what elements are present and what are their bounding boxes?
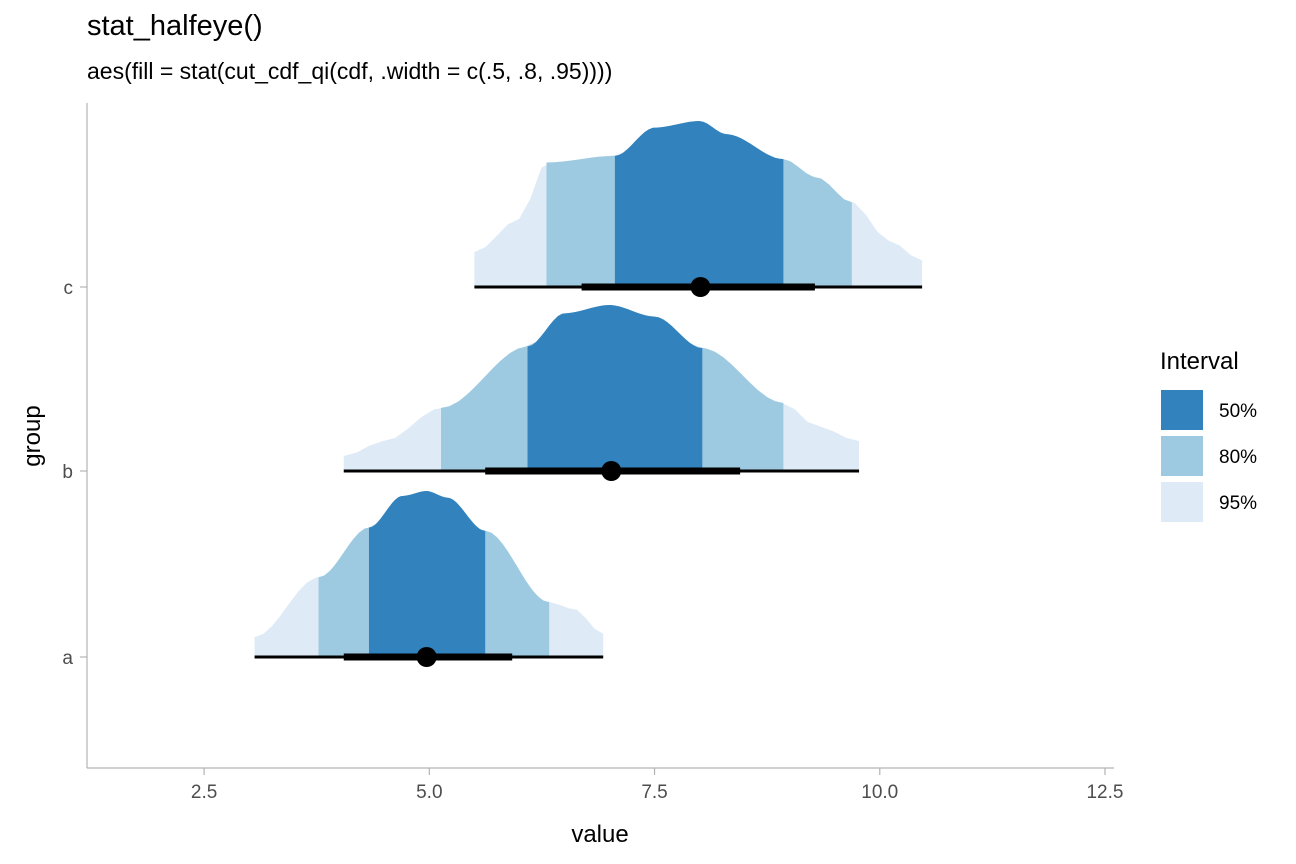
point-estimate-a (416, 647, 437, 667)
y-tick-label: a (62, 648, 73, 669)
x-axis-title: value (571, 821, 628, 848)
chart-title: stat_halfeye() (87, 10, 263, 42)
halfeye-group-b (343, 305, 860, 481)
x-tick-label: 5.0 (416, 782, 442, 803)
point-estimate-c (690, 277, 711, 297)
legend-swatch-50pct (1161, 390, 1203, 430)
legend-label: 80% (1219, 447, 1257, 468)
halfeye-group-c (474, 121, 923, 297)
y-tick-label: b (62, 462, 73, 483)
y-axis-title: group (19, 405, 46, 466)
density-band-a-50pct (368, 491, 486, 657)
chart-marks (254, 121, 923, 667)
legend-label: 95% (1219, 493, 1257, 514)
density-band-b-50pct (527, 305, 703, 471)
halfeye-group-a (254, 491, 604, 667)
point-estimate-b (601, 461, 622, 481)
density-band-c-50pct (614, 121, 784, 287)
x-tick-label: 2.5 (191, 782, 217, 803)
x-tick-label: 7.5 (641, 782, 667, 803)
chart-subtitle: aes(fill = stat(cut_cdf_qi(cdf, .width =… (87, 58, 613, 84)
axes: 2.5 5.0 7.5 10.0 12.5 a b c (62, 278, 1123, 803)
legend-label: 50% (1219, 401, 1257, 422)
legend: Interval 50% 80% 95% (1160, 348, 1257, 522)
x-tick-label: 10.0 (861, 782, 898, 803)
x-tick-label: 12.5 (1086, 782, 1123, 803)
legend-title: Interval (1160, 348, 1239, 375)
y-tick-label: c (64, 278, 74, 299)
legend-swatch-80pct (1161, 436, 1203, 476)
legend-swatch-95pct (1161, 482, 1203, 522)
